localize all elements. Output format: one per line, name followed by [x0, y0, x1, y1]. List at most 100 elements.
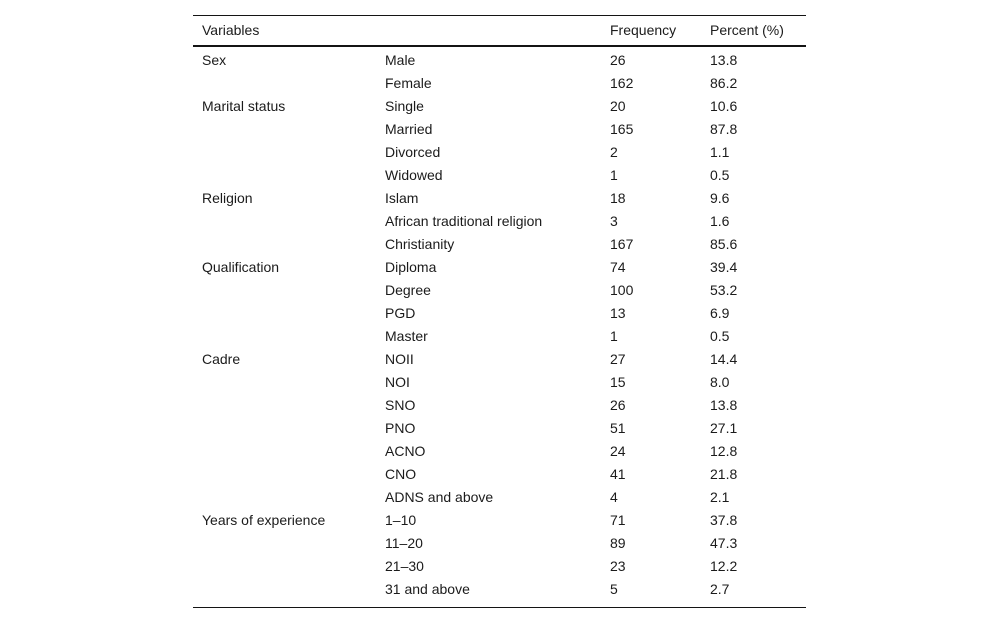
header-variables: Variables	[202, 22, 260, 38]
frequency-cell: 24	[610, 443, 626, 459]
category-cell: Christianity	[385, 236, 455, 252]
frequency-cell: 2	[610, 144, 618, 160]
group-cell	[202, 417, 385, 440]
frequency-cell: 18	[610, 190, 626, 206]
group-cell	[202, 325, 385, 348]
frequency-cell: 1	[610, 328, 618, 344]
frequency-cell: 4	[610, 489, 618, 505]
table-row: 11–20 89 47.3	[193, 532, 806, 555]
percent-cell: 14.4	[710, 351, 738, 367]
category-cell: Married	[385, 121, 433, 137]
percent-cell: 47.3	[710, 535, 738, 551]
table-row: Cadre NOII 27 14.4	[193, 348, 806, 371]
category-cell: 1–10	[385, 512, 417, 528]
group-cell: Cadre	[202, 351, 241, 367]
category-cell: 21–30	[385, 558, 424, 574]
frequency-cell: 167	[610, 236, 634, 252]
table-row: NOI 15 8.0	[193, 371, 806, 394]
category-cell: SNO	[385, 397, 416, 413]
table-row: ADNS and above 4 2.1	[193, 486, 806, 509]
category-cell: PGD	[385, 305, 416, 321]
group-cell	[202, 440, 385, 463]
table-row: Widowed 1 0.5	[193, 164, 806, 187]
percent-cell: 12.8	[710, 443, 738, 459]
table-row: Years of experience 1–10 71 37.8	[193, 509, 806, 532]
category-cell: 11–20	[385, 535, 423, 551]
table-row: African traditional religion 3 1.6	[193, 210, 806, 233]
group-cell	[202, 233, 385, 256]
category-cell: NOII	[385, 351, 414, 367]
category-cell: ACNO	[385, 443, 426, 459]
table-row: PNO 51 27.1	[193, 417, 806, 440]
frequency-cell: 41	[610, 466, 626, 482]
percent-cell: 2.1	[710, 489, 730, 505]
frequency-cell: 13	[610, 305, 626, 321]
table-header-row: Variables Frequency Percent (%)	[193, 16, 806, 47]
group-cell	[202, 118, 385, 141]
category-cell: Single	[385, 98, 424, 114]
frequency-cell: 5	[610, 581, 618, 597]
table-row: Married 165 87.8	[193, 118, 806, 141]
table-row: PGD 13 6.9	[193, 302, 806, 325]
group-cell: Marital status	[202, 98, 286, 114]
category-cell: CNO	[385, 466, 417, 482]
percent-cell: 86.2	[710, 75, 738, 91]
percent-cell: 9.6	[710, 190, 730, 206]
percent-cell: 13.8	[710, 52, 738, 68]
percent-cell: 2.7	[710, 581, 730, 597]
category-cell: NOI	[385, 374, 410, 390]
group-cell	[202, 555, 385, 578]
group-cell	[202, 279, 385, 302]
table-row: ACNO 24 12.8	[193, 440, 806, 463]
percent-cell: 39.4	[710, 259, 738, 275]
category-cell: Islam	[385, 190, 419, 206]
frequency-cell: 15	[610, 374, 626, 390]
group-cell	[202, 210, 385, 233]
table-row: Christianity 167 85.6	[193, 233, 806, 256]
category-cell: ADNS and above	[385, 489, 494, 505]
group-cell	[202, 72, 385, 95]
frequency-cell: 27	[610, 351, 626, 367]
group-cell: Qualification	[202, 259, 280, 275]
group-cell: Sex	[202, 52, 227, 68]
table-row: Master 1 0.5	[193, 325, 806, 348]
group-cell: Years of experience	[202, 512, 326, 528]
table-row: 21–30 23 12.2	[193, 555, 806, 578]
percent-cell: 0.5	[710, 167, 730, 183]
category-cell: African traditional religion	[385, 213, 543, 229]
percent-cell: 37.8	[710, 512, 738, 528]
table-row: Religion Islam 18 9.6	[193, 187, 806, 210]
percent-cell: 8.0	[710, 374, 730, 390]
frequency-cell: 162	[610, 75, 634, 91]
group-cell	[202, 532, 385, 555]
table-row: Degree 100 53.2	[193, 279, 806, 302]
group-cell	[202, 486, 385, 509]
frequency-cell: 165	[610, 121, 634, 137]
percent-cell: 21.8	[710, 466, 738, 482]
frequency-cell: 20	[610, 98, 626, 114]
percent-cell: 13.8	[710, 397, 738, 413]
percent-cell: 87.8	[710, 121, 738, 137]
percent-cell: 53.2	[710, 282, 738, 298]
frequency-cell: 100	[610, 282, 634, 298]
category-cell: Master	[385, 328, 428, 344]
category-cell: Male	[385, 52, 416, 68]
group-cell	[202, 164, 385, 187]
demographics-table: Variables Frequency Percent (%) Sex Male…	[193, 15, 806, 608]
group-cell	[202, 578, 385, 601]
frequency-cell: 1	[610, 167, 618, 183]
table-body: Sex Male 26 13.8 Female 162 86.2 Marital…	[193, 47, 806, 607]
percent-cell: 85.6	[710, 236, 738, 252]
percent-cell: 27.1	[710, 420, 738, 436]
frequency-cell: 3	[610, 213, 618, 229]
category-cell: Widowed	[385, 167, 443, 183]
table-row: Qualification Diploma 74 39.4	[193, 256, 806, 279]
table-row: CNO 41 21.8	[193, 463, 806, 486]
group-cell	[202, 463, 385, 486]
header-percent: Percent (%)	[710, 22, 784, 38]
group-cell	[202, 394, 385, 417]
percent-cell: 6.9	[710, 305, 730, 321]
table-row: Divorced 2 1.1	[193, 141, 806, 164]
frequency-cell: 51	[610, 420, 626, 436]
